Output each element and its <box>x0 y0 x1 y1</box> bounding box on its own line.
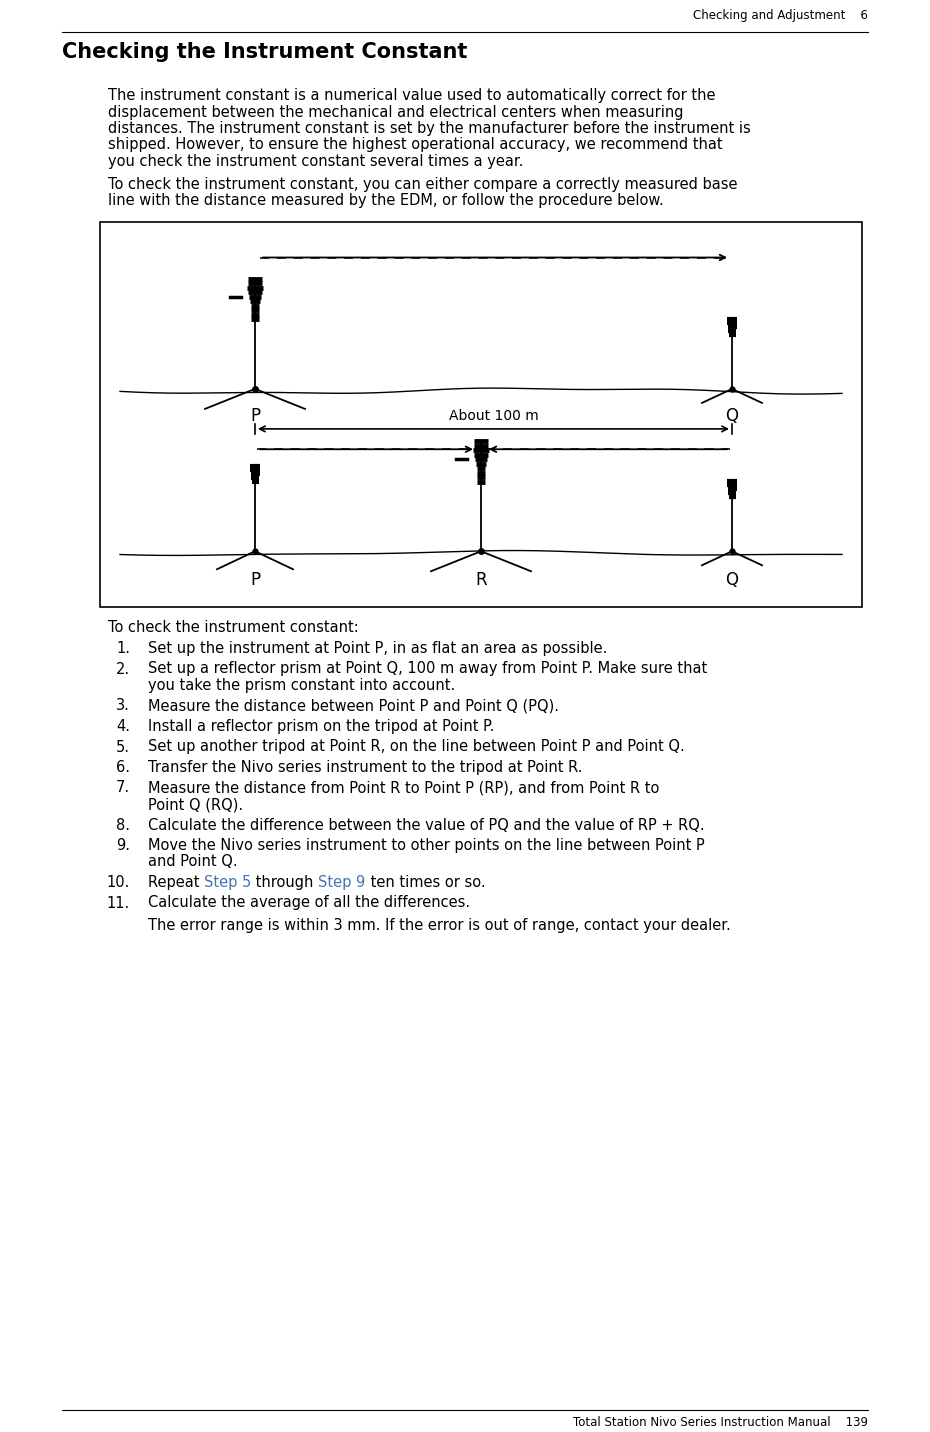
Text: through: through <box>251 875 318 891</box>
Text: you take the prism constant into account.: you take the prism constant into account… <box>148 677 456 693</box>
Text: Measure the distance between Point P and Point Q (PQ).: Measure the distance between Point P and… <box>148 699 559 713</box>
Text: Total Station Nivo Series Instruction Manual    139: Total Station Nivo Series Instruction Ma… <box>573 1415 868 1429</box>
Text: Install a reflector prism on the tripod at Point P.: Install a reflector prism on the tripod … <box>148 719 495 735</box>
Text: To check the instrument constant:: To check the instrument constant: <box>108 620 359 636</box>
Text: you check the instrument constant several times a year.: you check the instrument constant severa… <box>108 155 524 169</box>
Text: 6.: 6. <box>116 760 130 775</box>
Text: Set up a reflector prism at Point Q, 100 m away from Point P. Make sure that: Set up a reflector prism at Point Q, 100… <box>148 662 707 676</box>
Text: Q: Q <box>725 571 738 589</box>
Text: displacement between the mechanical and electrical centers when measuring: displacement between the mechanical and … <box>108 105 684 119</box>
Text: 7.: 7. <box>116 780 130 796</box>
Text: 10.: 10. <box>107 875 130 891</box>
Text: line with the distance measured by the EDM, or follow the procedure below.: line with the distance measured by the E… <box>108 193 664 208</box>
Text: Point Q (RQ).: Point Q (RQ). <box>148 798 243 812</box>
Text: Set up the instrument at Point P, in as flat an area as possible.: Set up the instrument at Point P, in as … <box>148 642 607 656</box>
Text: P: P <box>250 407 260 425</box>
Text: Transfer the Nivo series instrument to the tripod at Point R.: Transfer the Nivo series instrument to t… <box>148 760 582 775</box>
Text: 11.: 11. <box>107 895 130 911</box>
Text: To check the instrument constant, you can either compare a correctly measured ba: To check the instrument constant, you ca… <box>108 176 737 192</box>
Text: 4.: 4. <box>116 719 130 735</box>
Text: 8.: 8. <box>116 818 130 832</box>
Text: Calculate the difference between the value of PQ and the value of RP + RQ.: Calculate the difference between the val… <box>148 818 705 832</box>
Bar <box>100 222 862 607</box>
Text: distances. The instrument constant is set by the manufacturer before the instrum: distances. The instrument constant is se… <box>108 120 751 136</box>
Text: Measure the distance from Point R to Point P (RP), and from Point R to: Measure the distance from Point R to Poi… <box>148 780 659 796</box>
Text: Q: Q <box>725 407 738 425</box>
Text: Step 9: Step 9 <box>318 875 365 891</box>
Text: shipped. However, to ensure the highest operational accuracy, we recommend that: shipped. However, to ensure the highest … <box>108 137 723 152</box>
Text: The instrument constant is a numerical value used to automatically correct for t: The instrument constant is a numerical v… <box>108 87 715 103</box>
Text: About 100 m: About 100 m <box>448 410 538 422</box>
Text: 9.: 9. <box>116 838 130 853</box>
Text: 5.: 5. <box>116 739 130 755</box>
Text: Set up another tripod at Point R, on the line between Point P and Point Q.: Set up another tripod at Point R, on the… <box>148 739 684 755</box>
Text: Checking the Instrument Constant: Checking the Instrument Constant <box>62 42 468 62</box>
Text: Move the Nivo series instrument to other points on the line between Point P: Move the Nivo series instrument to other… <box>148 838 705 853</box>
Text: P: P <box>250 571 260 589</box>
Text: R: R <box>475 571 486 589</box>
Text: 3.: 3. <box>116 699 130 713</box>
Text: Step 5: Step 5 <box>204 875 251 891</box>
Text: Calculate the average of all the differences.: Calculate the average of all the differe… <box>148 895 471 911</box>
Text: Checking and Adjustment    6: Checking and Adjustment 6 <box>693 10 868 23</box>
Text: ten times or so.: ten times or so. <box>365 875 485 891</box>
Text: The error range is within 3 mm. If the error is out of range, contact your deale: The error range is within 3 mm. If the e… <box>148 918 731 934</box>
Text: and Point Q.: and Point Q. <box>148 855 238 869</box>
Text: 1.: 1. <box>116 642 130 656</box>
Text: Repeat: Repeat <box>148 875 204 891</box>
Text: 2.: 2. <box>116 662 130 676</box>
